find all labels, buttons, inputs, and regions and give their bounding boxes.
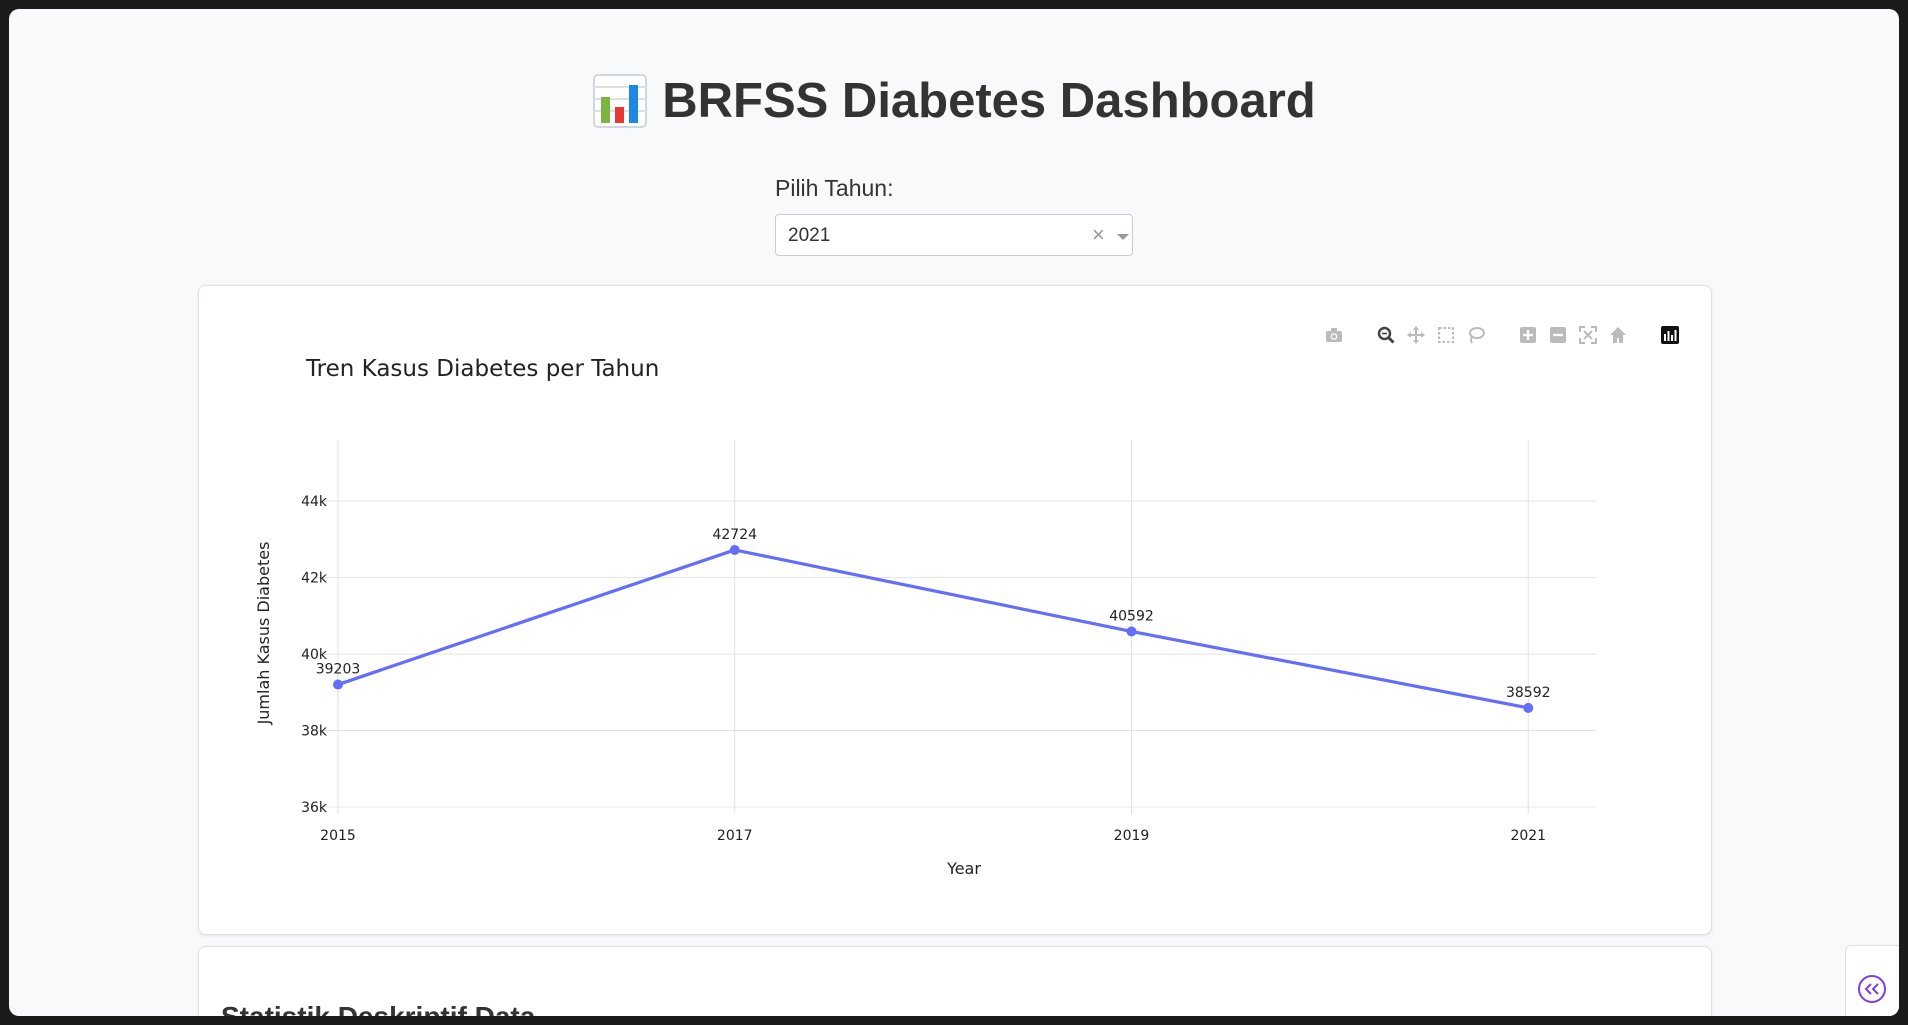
reset-axes-icon[interactable] [1607,324,1629,346]
chevrons-left-icon[interactable] [1858,975,1886,1003]
x-axis-title: Year [946,859,981,878]
year-filter-label: Pilih Tahun: [775,175,894,201]
y-tick-label: 42k [301,571,328,587]
stats-card: Statistik Deskriptif Data [198,946,1712,1016]
side-panel-toggle [1845,945,1899,1016]
x-tick-label: 2017 [717,828,753,844]
zoom-out-icon[interactable] [1547,324,1569,346]
chevron-down-icon[interactable] [1117,234,1129,240]
box-select-icon[interactable] [1435,324,1457,346]
data-label: 42724 [712,527,757,543]
data-label: 38592 [1506,685,1551,701]
plotly-logo-icon[interactable] [1659,324,1681,346]
data-label: 39203 [316,662,361,678]
data-point [1523,702,1534,713]
app-window: BRFSS Diabetes Dashboard Pilih Tahun: 20… [9,9,1899,1016]
stats-section-title: Statistik Deskriptif Data [221,1001,535,1016]
page-title-text: BRFSS Diabetes Dashboard [662,74,1316,128]
zoom-in-icon[interactable] [1517,324,1539,346]
line-chart[interactable]: 36k 38k 40k 42k 44k 2015 2017 2019 2021 39203 4272… [199,286,1711,934]
data-label: 40592 [1109,608,1154,624]
page-title: BRFSS Diabetes Dashboard [9,73,1899,129]
chart-modebar [1323,324,1681,346]
data-point [333,679,343,690]
autoscale-icon[interactable] [1577,324,1599,346]
x-tick-label: 2019 [1114,828,1150,844]
bar-chart-icon [593,74,648,128]
clear-icon[interactable]: × [1092,222,1105,247]
y-tick-label: 44k [301,494,328,510]
x-tick-label: 2015 [320,828,356,844]
lasso-icon[interactable] [1465,324,1487,346]
y-tick-label: 40k [301,647,328,663]
y-tick-label: 36k [301,800,328,816]
data-point [1126,626,1137,637]
y-tick-label: 38k [301,724,328,740]
x-tick-label: 2021 [1510,828,1546,844]
camera-icon[interactable] [1323,324,1345,346]
series-line [337,548,1529,710]
data-point [729,544,740,555]
pan-icon[interactable] [1405,324,1427,346]
year-select[interactable]: 2021 × [775,214,1133,256]
y-axis-title: Jumlah Kasus Diabetes [254,542,273,726]
zoom-icon[interactable] [1375,324,1397,346]
chart-title: Tren Kasus Diabetes per Tahun [306,356,660,382]
chart-card: 36k 38k 40k 42k 44k 2015 2017 2019 2021 39203 4272… [198,285,1712,935]
year-select-value: 2021 [788,225,831,246]
